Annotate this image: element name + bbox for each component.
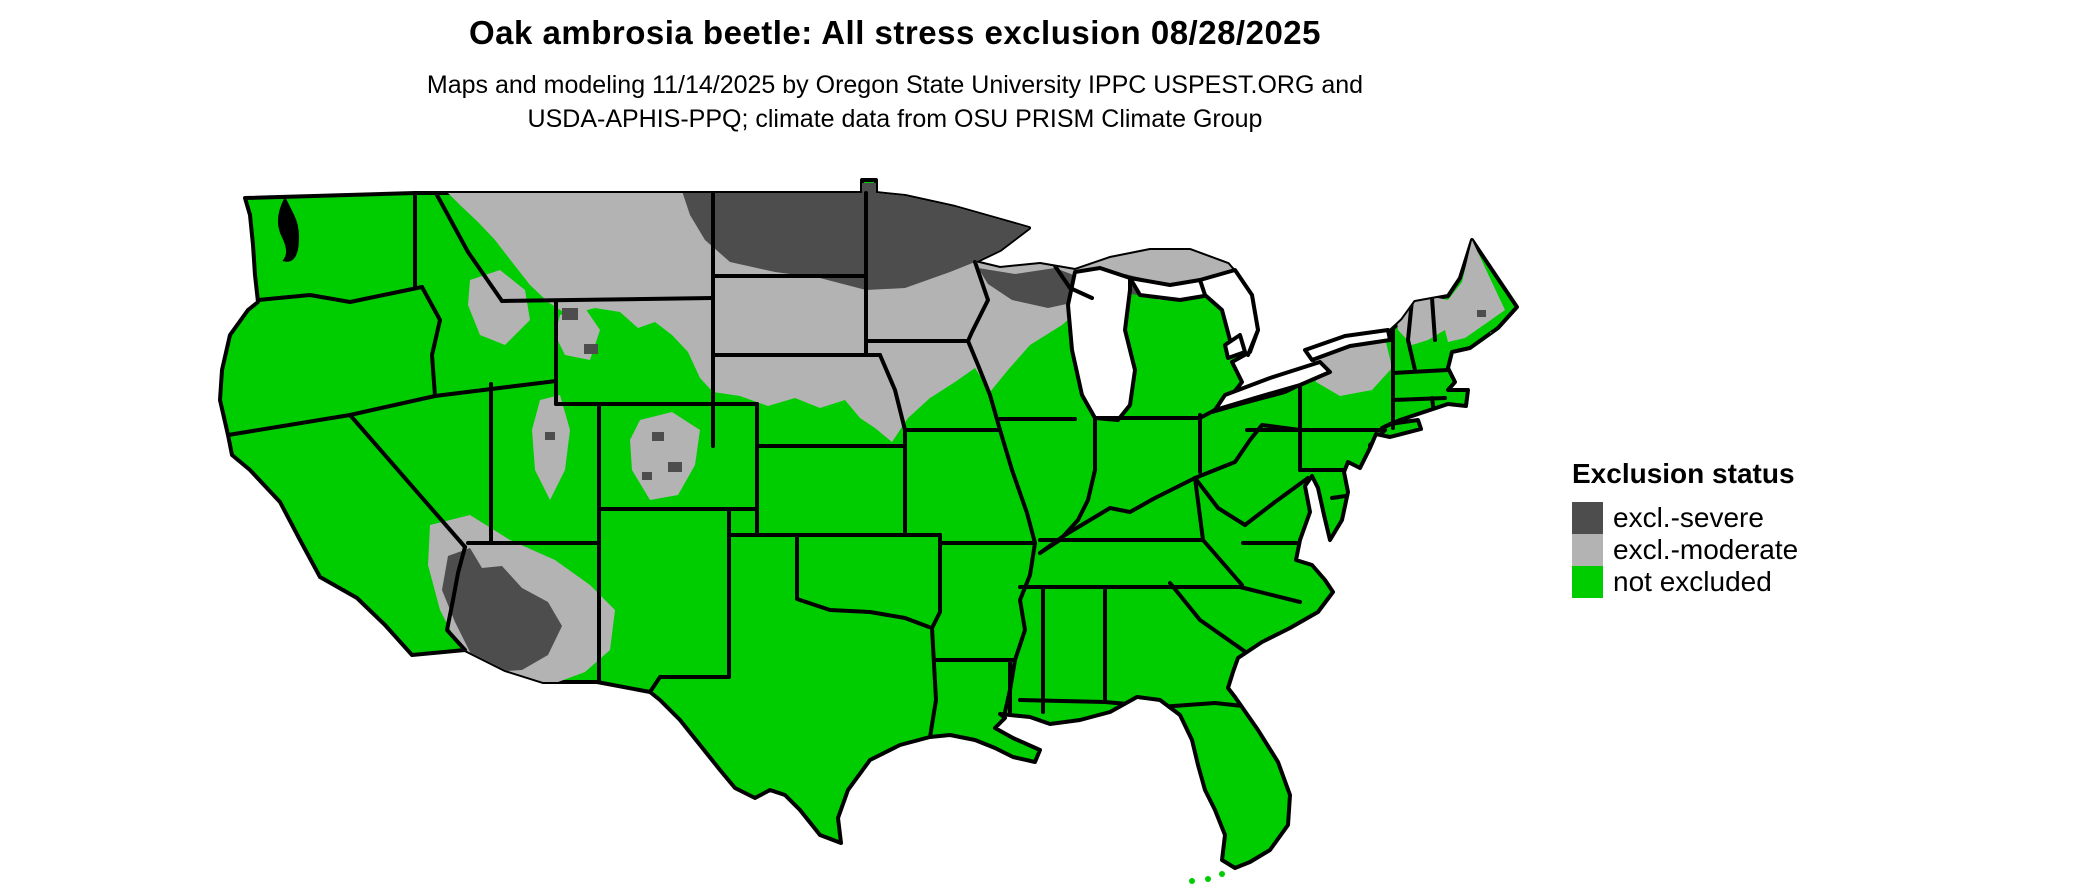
page-title: Oak ambrosia beetle: All stress exclusio… [468, 14, 1322, 51]
legend-item-not-excluded: not excluded [1572, 566, 1798, 598]
florida-keys [1189, 871, 1225, 884]
not-excluded-label: not excluded [1613, 566, 1772, 597]
subtitle-line-2: USDA-APHIS-PPQ; climate data from OSU PR… [527, 105, 1263, 133]
lake-erie [1213, 360, 1332, 412]
legend-title: Exclusion status [1572, 458, 1795, 489]
subtitle-line-1: Maps and modeling 11/14/2025 by Oregon S… [426, 71, 1364, 99]
severe-label: excl.-severe [1613, 502, 1764, 533]
great-lakes [1066, 266, 1392, 422]
excl-severe-region [442, 183, 1497, 672]
lake-huron [1198, 268, 1260, 357]
not-excluded-swatch [1572, 566, 1603, 598]
lake-ontario [1303, 328, 1392, 362]
legend-item-severe: excl.-severe [1572, 502, 1798, 534]
legend: Exclusion status excl.-severe excl.-mode… [1572, 458, 1798, 598]
severe-swatch [1572, 502, 1603, 534]
moderate-swatch [1572, 534, 1603, 566]
moderate-label: excl.-moderate [1613, 534, 1799, 565]
puget-sound [278, 196, 299, 262]
map-subtitle: Maps and modeling 11/14/2025 by Oregon S… [0, 68, 1790, 136]
saginaw-bay [1223, 333, 1247, 360]
legend-item-moderate: excl.-moderate [1572, 534, 1798, 566]
